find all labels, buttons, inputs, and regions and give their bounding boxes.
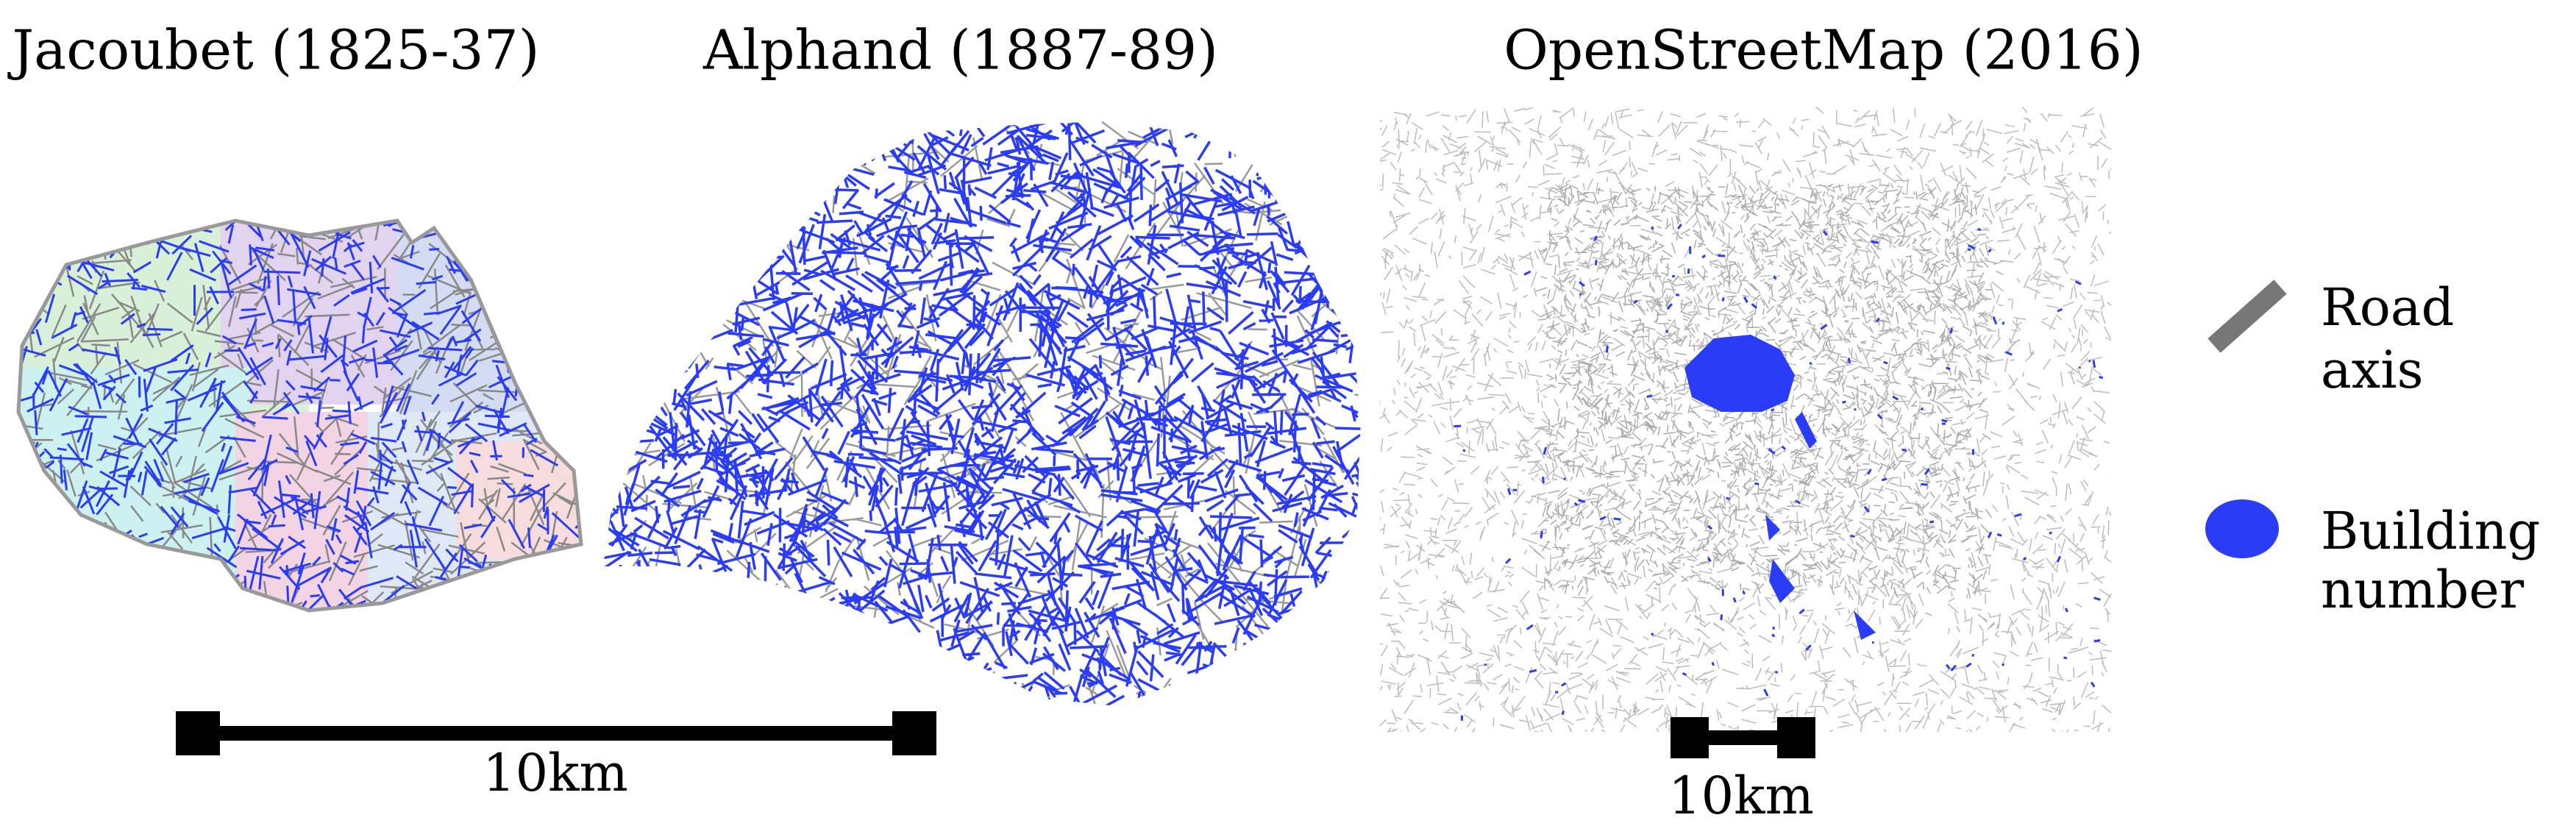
scale-label: 10km <box>1668 766 1814 826</box>
building-cluster <box>1684 335 1876 640</box>
road-network <box>1454 224 2104 721</box>
legend-label: axis <box>2321 340 2424 400</box>
osm-map <box>1380 107 2111 732</box>
scale-bar <box>1671 717 1815 758</box>
panel-title: Alphand (1887-89) <box>702 18 1218 82</box>
panel-title: Jacoubet (1825-37) <box>7 18 539 82</box>
legend-road-swatch <box>2207 279 2287 353</box>
legend-building-swatch <box>2205 499 2279 558</box>
scale-bar <box>176 711 936 755</box>
panel-title: OpenStreetMap (2016) <box>1504 18 2143 82</box>
road-network <box>1380 107 2111 732</box>
scale-label: 10km <box>483 743 628 803</box>
alphand-map <box>603 121 1361 706</box>
legend-label: Road <box>2321 277 2454 338</box>
jacoubet-map <box>18 221 581 610</box>
legend-label: Building <box>2321 501 2540 561</box>
jacoubet-outline <box>16 218 583 613</box>
legend-label: number <box>2321 560 2525 620</box>
road-network <box>603 121 1361 706</box>
